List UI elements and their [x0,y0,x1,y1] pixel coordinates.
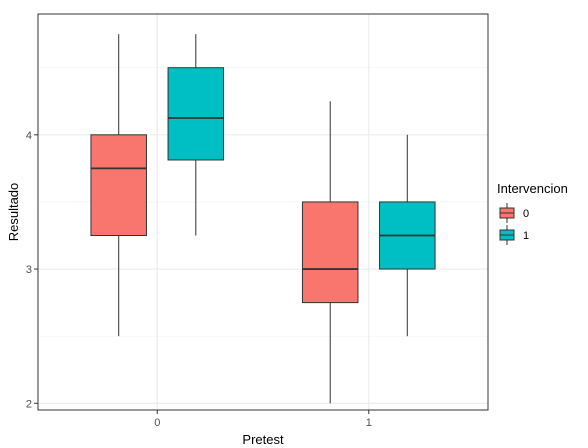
y-tick-label: 2 [26,398,32,410]
box-1-0 [167,34,225,236]
y-tick-label: 3 [26,264,32,276]
box-iqr [90,134,147,236]
y-axis: 2 3 4 [26,130,38,410]
box-iqr [301,201,359,304]
panel-border [37,13,489,411]
box-layer [90,34,436,404]
x-tick-label: 0 [154,417,160,429]
legend-label: 0 [523,208,529,220]
legend-label: 1 [523,230,529,242]
box-iqr [167,67,225,161]
legend-title: Intervencion [497,181,568,196]
x-axis-title: Pretest [242,432,284,447]
y-tick-label: 4 [26,130,32,142]
box-0-0 [90,34,147,337]
legend-key-1: 1 [499,225,529,245]
legend: Intervencion 0 1 [497,181,568,245]
box-0-1 [301,101,359,404]
legend-key-0: 0 [499,203,529,223]
y-axis-title: Resultado [6,183,21,242]
box-1-1 [379,134,436,337]
x-tick-label: 1 [366,417,372,429]
